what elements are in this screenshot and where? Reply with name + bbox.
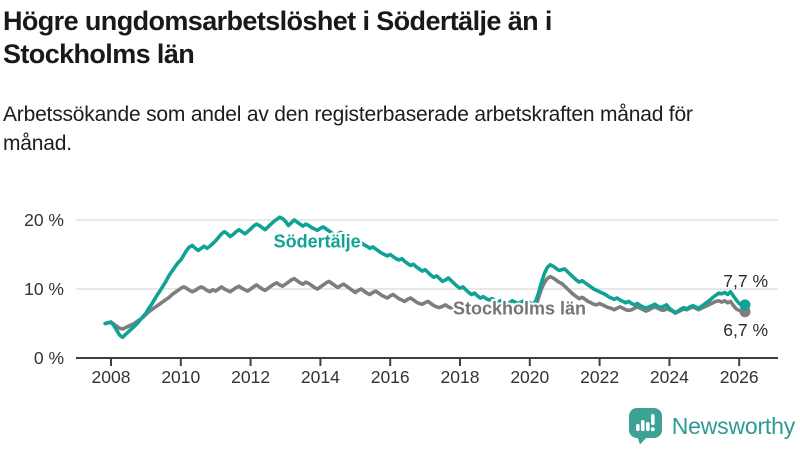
series-line-stockholms-l-n xyxy=(103,274,747,331)
page-title: Högre ungdomsarbetslöshet i Södertälje ä… xyxy=(3,6,552,69)
y-axis-tick-label: 10 % xyxy=(24,279,64,299)
chart-subtitle: Arbetssökande som andel av den registerb… xyxy=(3,102,693,155)
newsworthy-logo-icon xyxy=(628,408,662,445)
series-end-value-label: 6,7 % xyxy=(723,320,768,340)
y-axis-tick-label: 20 % xyxy=(24,210,64,230)
brand-name: Newsworthy xyxy=(671,412,795,439)
x-axis-tick-label: 2022 xyxy=(580,367,619,387)
x-axis-tick-label: 2016 xyxy=(371,367,410,387)
x-axis-tick-label: 2012 xyxy=(231,367,270,387)
x-axis-tick-label: 2018 xyxy=(441,367,480,387)
series-end-dot xyxy=(739,299,751,311)
series-line-s-dert-lje xyxy=(103,215,747,340)
y-axis-tick-label: 0 % xyxy=(34,348,64,368)
series-name-label: Södertälje xyxy=(274,231,361,251)
x-axis-tick-label: 2010 xyxy=(161,367,200,387)
x-axis-tick-label: 2024 xyxy=(650,367,689,387)
x-axis-tick-label: 2014 xyxy=(301,367,340,387)
series-end-value-label: 7,7 % xyxy=(723,271,768,291)
x-axis-tick-label: 2026 xyxy=(720,367,759,387)
x-axis-tick-label: 2020 xyxy=(510,367,549,387)
brand-footer: Newsworthy xyxy=(628,407,795,445)
series-name-label: Stockholms län xyxy=(453,299,586,319)
x-axis-tick-label: 2008 xyxy=(92,367,131,387)
line-chart: 0 % 10 % 20 % 2008 2010 2012 2014 2016 2018 2020 2… xyxy=(24,210,778,387)
